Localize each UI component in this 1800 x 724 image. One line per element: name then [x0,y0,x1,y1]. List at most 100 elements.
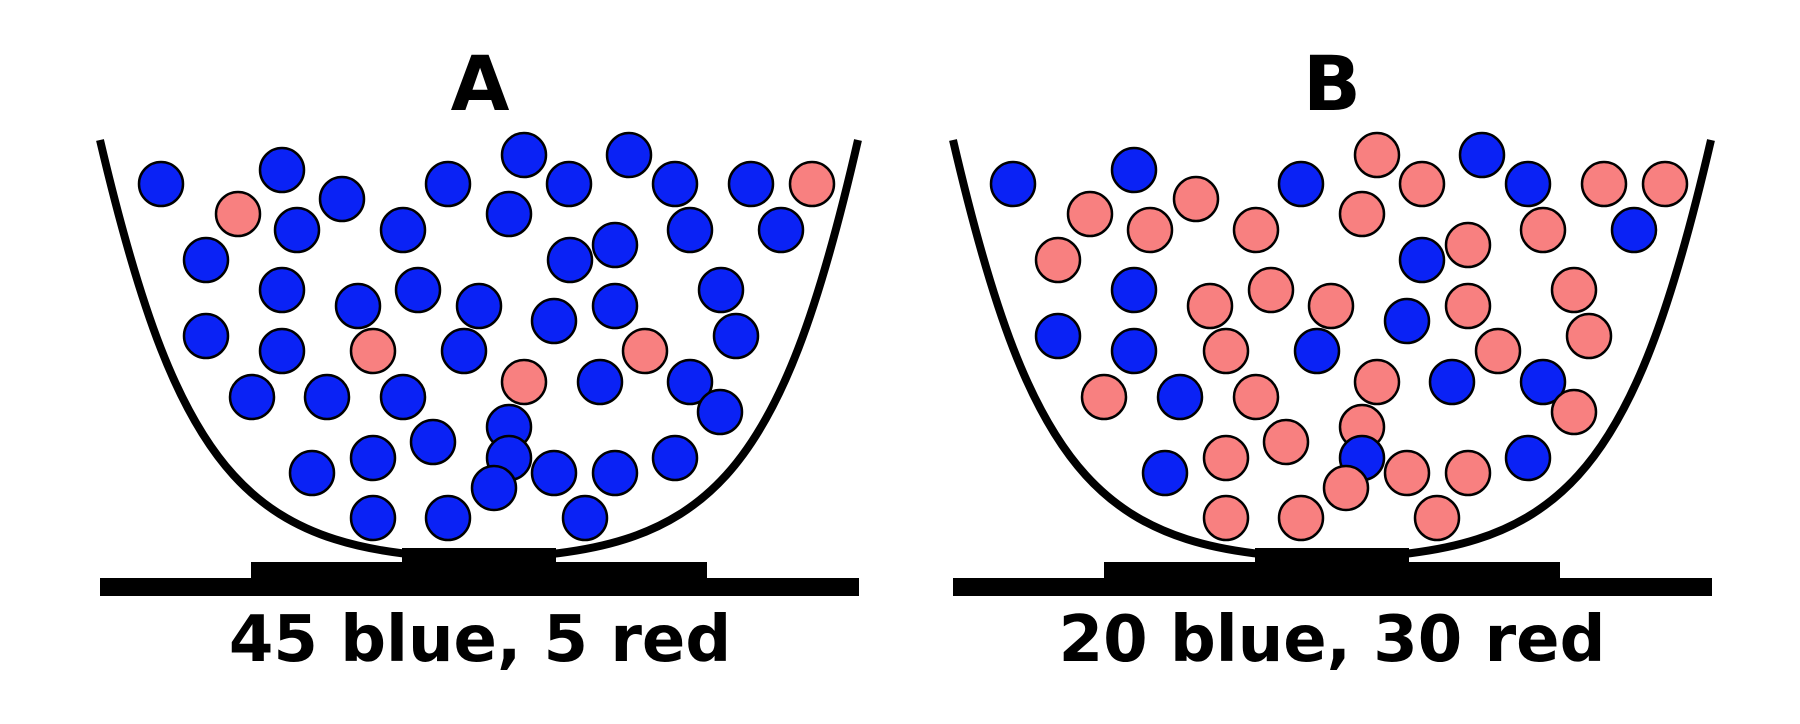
blue-ball [530,297,578,345]
blue-ball [258,146,306,194]
red-ball [1080,373,1128,421]
blue-ball [576,358,624,406]
blue-ball [1141,449,1189,497]
red-ball [1066,190,1114,238]
blue-ball [696,388,744,436]
red-ball [1034,236,1082,284]
red-ball [1641,160,1689,208]
blue-ball [712,312,760,360]
red-ball [1322,464,1370,512]
red-ball [1413,494,1461,542]
blue-ball [1504,434,1552,482]
panel-a-balls [137,131,836,542]
blue-ball [666,206,714,254]
blue-ball [1293,327,1341,375]
panel-a-base-step [402,548,556,564]
blue-ball [666,358,714,406]
blue-ball [1110,327,1158,375]
red-ball [1398,160,1446,208]
blue-ball [697,266,745,314]
red-ball [1247,266,1295,314]
blue-ball [1610,206,1658,254]
blue-ball [1156,373,1204,421]
blue-ball [757,206,805,254]
blue-ball [288,449,336,497]
red-ball [1277,494,1325,542]
blue-ball [485,190,533,238]
red-ball [1519,206,1567,254]
blue-ball [455,282,503,330]
blue-ball [591,282,639,330]
blue-ball [318,175,366,223]
blue-ball [228,373,276,421]
red-ball [214,190,262,238]
blue-ball [409,418,457,466]
blue-ball [1398,236,1446,284]
panel-b-balls [989,131,1689,542]
red-ball [1444,282,1492,330]
red-ball [1202,327,1250,375]
blue-ball [1110,266,1158,314]
blue-ball [334,282,382,330]
red-ball [1550,266,1598,314]
blue-ball [273,206,321,254]
blue-ball [137,160,185,208]
panel-a-base-platform [251,562,707,580]
blue-ball [182,312,230,360]
blue-ball [500,131,548,179]
blue-ball [545,160,593,208]
blue-ball [440,327,488,375]
red-ball [788,160,836,208]
blue-ball [349,494,397,542]
blue-ball [1428,358,1476,406]
red-ball [1202,434,1250,482]
panel-a-base-floor [100,578,859,596]
blue-ball [546,236,594,284]
red-ball [1580,160,1628,208]
red-ball [1353,131,1401,179]
blue-ball [258,327,306,375]
red-ball [1565,312,1613,360]
blue-ball [349,434,397,482]
red-ball [1262,418,1310,466]
panel-b-base-step [1255,548,1409,564]
panel-b-caption: 20 blue, 30 red [1059,603,1606,677]
blue-ball [470,464,518,512]
blue-ball [1458,131,1506,179]
red-ball [1307,282,1355,330]
blue-ball [1504,160,1552,208]
blue-ball [561,494,609,542]
panel-b: B 20 blue, 30 red [949,39,1715,677]
blue-ball [379,373,427,421]
red-ball [1338,190,1386,238]
panel-b-base-platform [1104,562,1560,580]
blue-ball [651,160,699,208]
blue-ball [1110,146,1158,194]
blue-ball [651,434,699,482]
red-ball [1172,175,1220,223]
red-ball [1444,221,1492,269]
red-ball [1550,388,1598,436]
blue-ball [424,494,472,542]
red-ball [349,327,397,375]
blue-ball [379,206,427,254]
panel-a-caption: 45 blue, 5 red [229,603,731,677]
blue-ball [182,236,230,284]
blue-ball [605,131,653,179]
panel-a-title: A [451,39,510,128]
blue-ball [1383,297,1431,345]
blue-ball [1277,160,1325,208]
blue-ball [591,449,639,497]
blue-ball [1034,312,1082,360]
blue-ball [258,266,306,314]
blue-ball [1519,358,1567,406]
blue-ball [530,449,578,497]
red-ball [1186,282,1234,330]
blue-ball [727,160,775,208]
panel-a: A 45 blue, 5 red [96,39,862,677]
blue-ball [989,160,1037,208]
red-ball [1202,494,1250,542]
red-ball [1232,373,1280,421]
red-ball [1383,449,1431,497]
